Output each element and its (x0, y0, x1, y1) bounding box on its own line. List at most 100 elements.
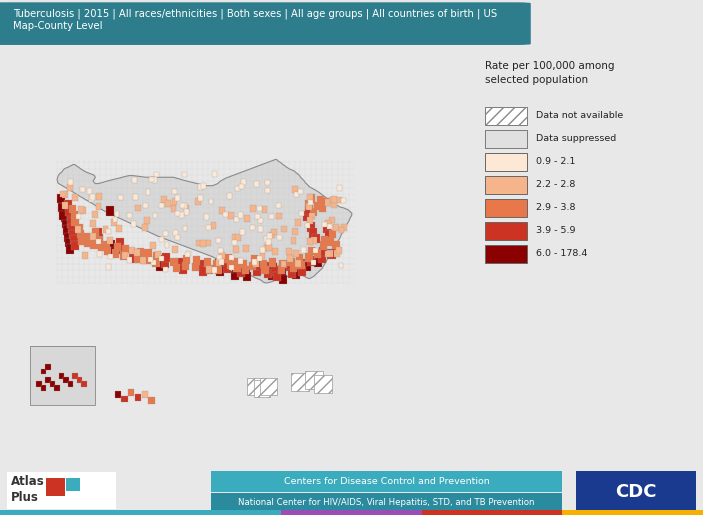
Bar (46, 478, 65, 495)
Bar (68, 179, 73, 184)
Bar (250, 205, 257, 212)
Bar (240, 260, 247, 268)
Bar (115, 391, 121, 398)
Bar (235, 186, 240, 192)
Bar (633, 510, 703, 515)
Bar (173, 230, 178, 235)
Bar (253, 266, 262, 276)
Bar (333, 241, 340, 249)
Bar (485, 222, 527, 239)
Bar (61, 213, 69, 222)
Bar (280, 261, 286, 267)
Bar (219, 252, 224, 259)
Text: Tuberculosis | 2015 | All races/ethnicities | Both sexes | All age groups | All : Tuberculosis | 2015 | All races/ethnicit… (13, 8, 497, 30)
Bar (90, 195, 95, 200)
Bar (134, 194, 138, 200)
Bar (305, 253, 313, 262)
Bar (97, 251, 102, 257)
Bar (41, 385, 46, 391)
Bar (305, 205, 313, 215)
Bar (91, 228, 99, 236)
Bar (309, 228, 316, 237)
Bar (272, 248, 278, 255)
Bar (181, 203, 186, 209)
Bar (250, 255, 258, 264)
Bar (254, 214, 259, 219)
Bar (144, 217, 150, 224)
Bar (152, 177, 157, 183)
Bar (313, 248, 318, 253)
Bar (179, 212, 184, 218)
Bar (77, 377, 82, 383)
Bar (96, 238, 101, 244)
Bar (269, 259, 276, 267)
Bar (205, 265, 213, 273)
Bar (223, 263, 231, 273)
Bar (62, 191, 68, 198)
Bar (327, 250, 333, 257)
Bar (271, 229, 277, 235)
Bar (485, 130, 527, 148)
Bar (287, 255, 293, 262)
Bar (30, 346, 96, 405)
Bar (247, 378, 263, 394)
Bar (160, 255, 165, 261)
Bar (116, 225, 122, 232)
Bar (204, 214, 209, 220)
Text: Plus: Plus (11, 491, 39, 504)
Bar (314, 249, 321, 258)
Bar (76, 214, 81, 219)
Bar (108, 254, 113, 260)
Bar (104, 247, 111, 255)
Bar (485, 107, 527, 125)
Bar (311, 234, 320, 243)
Bar (106, 229, 111, 234)
Bar (148, 397, 155, 404)
Bar (298, 189, 303, 195)
Bar (122, 252, 128, 259)
Bar (175, 195, 180, 200)
Bar (143, 255, 150, 264)
Bar (242, 266, 249, 274)
Bar (242, 266, 250, 275)
Bar (183, 226, 188, 231)
Bar (325, 250, 330, 258)
Bar (240, 180, 245, 185)
Bar (60, 191, 66, 197)
Bar (108, 247, 116, 256)
Text: Data suppressed: Data suppressed (536, 134, 616, 143)
Bar (172, 188, 177, 194)
Bar (325, 230, 333, 239)
Bar (7, 472, 116, 509)
Bar (339, 227, 344, 233)
Bar (209, 199, 214, 204)
Bar (319, 247, 328, 256)
Bar (86, 188, 92, 194)
Bar (65, 238, 73, 247)
Bar (141, 510, 211, 515)
Bar (257, 226, 263, 232)
Bar (70, 235, 78, 245)
Bar (163, 267, 168, 272)
Bar (249, 262, 257, 270)
Bar (155, 251, 161, 258)
Bar (311, 237, 317, 244)
Bar (231, 270, 239, 280)
Bar (183, 209, 188, 215)
Bar (224, 254, 232, 263)
Text: 3.9 - 5.9: 3.9 - 5.9 (536, 226, 575, 235)
Bar (180, 203, 185, 209)
Bar (307, 195, 314, 201)
Bar (308, 194, 315, 202)
Bar (37, 381, 41, 387)
Bar (129, 247, 135, 253)
Bar (293, 250, 299, 257)
Bar (259, 253, 265, 260)
Bar (264, 236, 269, 242)
Bar (172, 246, 178, 253)
Bar (341, 198, 346, 203)
Bar (98, 243, 105, 251)
Bar (144, 249, 152, 258)
Bar (58, 203, 65, 212)
Bar (78, 206, 84, 213)
